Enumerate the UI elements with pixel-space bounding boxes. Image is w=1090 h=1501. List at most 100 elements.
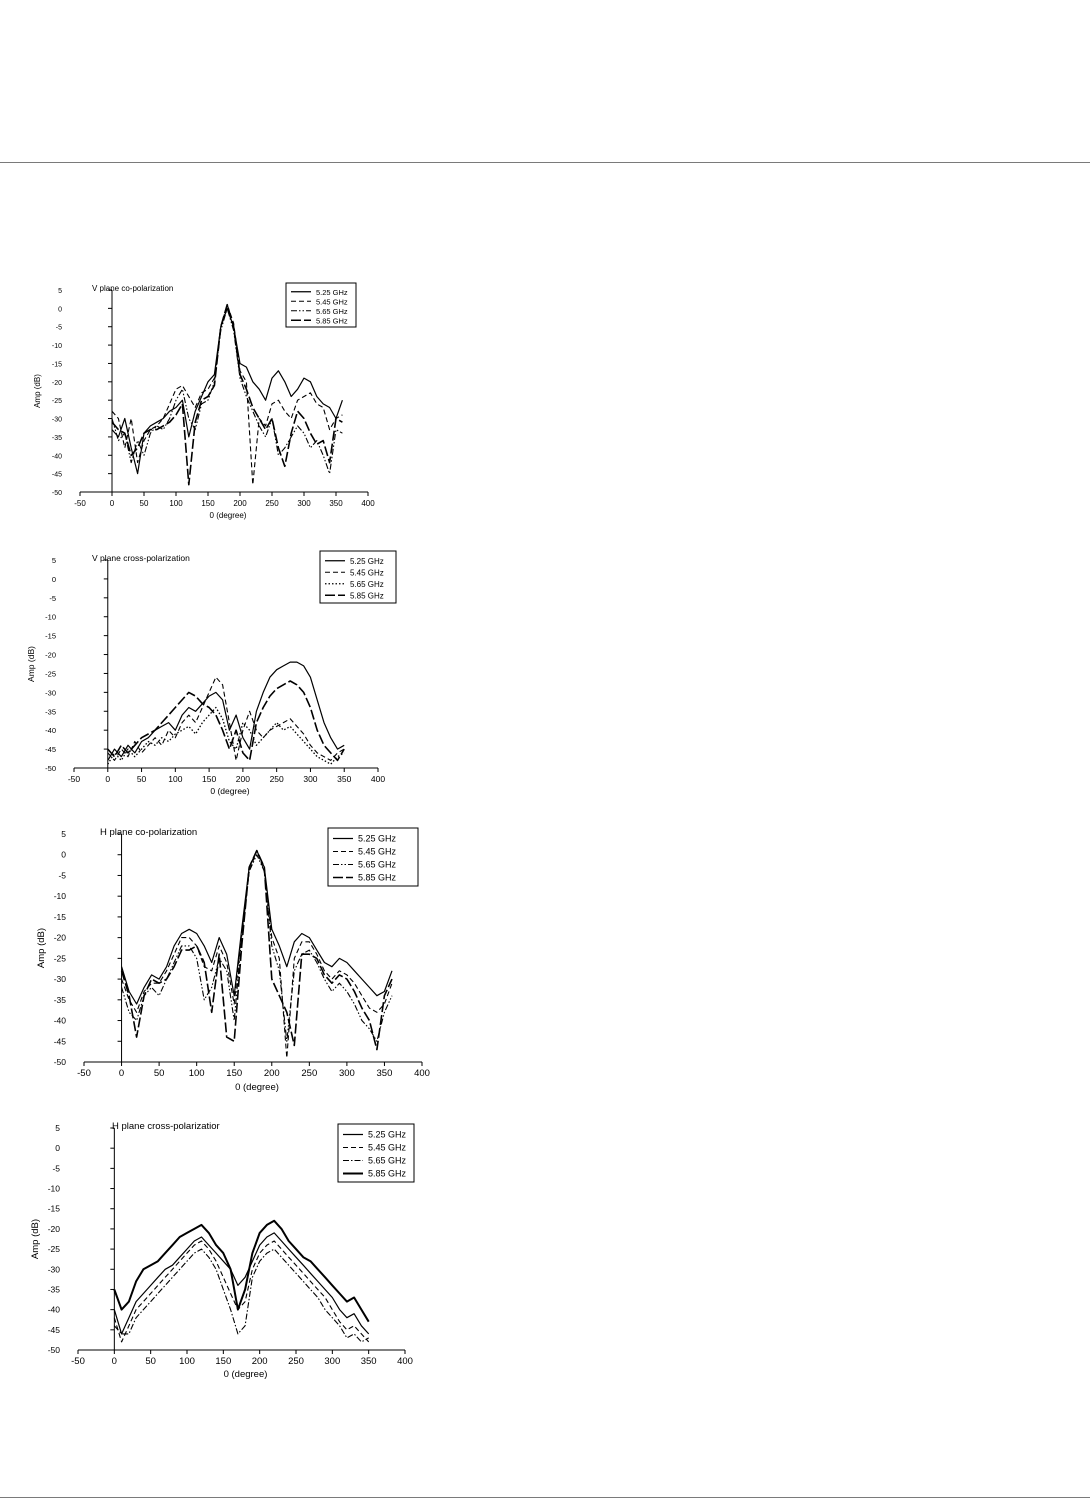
legend-label: 5.65 GHz (316, 307, 348, 316)
y-tick-label: -50 (48, 1345, 61, 1355)
y-tick-label: -35 (48, 1284, 61, 1294)
series-line-565GHz (111, 307, 343, 475)
y-tick-label: -45 (45, 745, 56, 754)
y-tick-label: 0 (58, 306, 62, 313)
y-tick-label: -10 (48, 1184, 61, 1194)
x-axis-label: 0 (degree) (235, 1082, 279, 1093)
x-tick-label: 100 (168, 774, 182, 784)
y-tick-label: -30 (54, 974, 67, 984)
y-tick-label: -25 (45, 669, 56, 678)
y-tick-label: -15 (48, 1204, 61, 1214)
x-tick-label: 200 (236, 774, 250, 784)
legend-label: 5.45 GHz (368, 1143, 407, 1153)
x-tick-label: 400 (371, 774, 385, 784)
y-tick-label: 0 (61, 850, 66, 860)
y-tick-label: -50 (45, 764, 56, 773)
x-tick-label: 50 (140, 499, 149, 508)
x-tick-label: 0 (110, 499, 115, 508)
x-tick-label: 250 (265, 499, 279, 508)
y-tick-label: -50 (54, 1057, 67, 1067)
chart-svg: 50-5-10-15-20-25-30-35-40-45-50-50 0 50 100… (36, 827, 430, 1093)
series-line-585GHz (120, 849, 393, 1051)
chart-svg: 50-5-10-15-20-25-30-35-40-45-50-50 0 50 100… (33, 282, 375, 520)
y-axis-label: Amp (dB) (30, 1219, 41, 1259)
x-tick-label: 0 (105, 774, 110, 784)
x-axis-label: 0 (degree) (210, 511, 247, 520)
y-tick-label: -35 (45, 707, 56, 716)
chart-h-plane-co-pol: 5 0 -5 -10 -15 -20 -25 -30 -35 -40 -45 -50 -50 0 50 100… (10, 820, 450, 1098)
legend-label: 5.65 GHz (350, 580, 384, 589)
legend-label: 5.65 GHz (358, 860, 397, 870)
x-tick-label: 300 (303, 774, 317, 784)
x-tick-label: 300 (339, 1068, 355, 1079)
y-axis-label: Amp (dB) (26, 646, 36, 682)
y-tick-label: -15 (45, 632, 56, 641)
x-tick-label: 50 (145, 1356, 156, 1367)
x-tick-label: 200 (252, 1356, 268, 1367)
x-tick-label: 350 (337, 774, 351, 784)
series-line-545GHz (111, 304, 343, 486)
legend-label: 5.25 GHz (316, 288, 348, 297)
y-tick-label: -5 (56, 325, 62, 332)
x-tick-label: -50 (77, 1068, 91, 1079)
chart-v-plane-cross-pol: 5 0 -5 -10 -15 -20 -25 -30 -35 -40 -45 -50 -50 0 50 100… (10, 546, 410, 804)
x-tick-label: 400 (361, 499, 375, 508)
x-tick-label: 150 (201, 499, 215, 508)
x-tick-label: 400 (397, 1356, 413, 1367)
y-tick-label: -45 (54, 1036, 67, 1046)
y-tick-label: 0 (55, 1143, 60, 1153)
y-tick-label: 5 (52, 556, 56, 565)
y-tick-label: -40 (54, 1016, 67, 1026)
legend-label: 5.45 GHz (358, 847, 397, 857)
series-line-525GHz (111, 307, 343, 475)
y-tick-label: -20 (52, 380, 62, 387)
x-tick-label: 250 (301, 1068, 317, 1079)
y-tick-label: -35 (52, 435, 62, 442)
legend-label: 5.45 GHz (350, 568, 384, 577)
y-tick-label: -20 (54, 933, 67, 943)
header-rule (0, 162, 1090, 163)
x-tick-label: 300 (297, 499, 311, 508)
series-line-585GHz (113, 1219, 370, 1323)
legend-label: 5.25 GHz (358, 834, 397, 844)
chart-svg: 50-5-10-15-20-25-30-35-40-45-50-50 0 50 100… (26, 550, 397, 796)
x-tick-label: 350 (329, 499, 343, 508)
x-tick-label: 300 (324, 1356, 340, 1367)
series-line-565GHz (121, 854, 393, 1042)
x-tick-label: -50 (71, 1356, 85, 1367)
x-tick-label: 350 (377, 1068, 393, 1079)
legend-label: 5.85 GHz (368, 1169, 407, 1179)
x-tick-label: -50 (74, 499, 86, 508)
y-tick-label: -40 (48, 1305, 61, 1315)
y-tick-label: -10 (45, 613, 56, 622)
legend-label: 5.25 GHz (350, 557, 384, 566)
series-line-525GHz (107, 661, 345, 761)
y-tick-label: -30 (48, 1264, 61, 1274)
series-line-565GHz (113, 1248, 369, 1343)
x-tick-label: 50 (154, 1068, 165, 1079)
x-axis-label: 0 (degree) (224, 1369, 268, 1380)
y-tick-label: -20 (45, 651, 56, 660)
x-tick-label: 400 (414, 1068, 430, 1079)
y-tick-label: 5 (61, 829, 66, 839)
chart-v-plane-co-pol: 5 0 -5 -10 -15 -20 -25 -30 -35 -40 -45 -50 -50 0 50 100… (10, 272, 390, 522)
series-line-545GHz (113, 1240, 370, 1343)
x-tick-label: 150 (215, 1356, 231, 1367)
y-tick-label: -50 (52, 490, 62, 497)
legend-label: 5.85 GHz (350, 591, 384, 600)
legend-label: 5.85 GHz (358, 873, 397, 883)
y-axis-label: Amp (dB) (33, 374, 42, 408)
legend-label: 5.25 GHz (368, 1130, 407, 1140)
x-axis-label: 0 (degree) (210, 786, 249, 796)
y-tick-label: -40 (45, 726, 56, 735)
x-tick-label: 200 (264, 1068, 280, 1079)
y-tick-label: -25 (54, 953, 67, 963)
chart-title: H plane cross-polarizatior (112, 1121, 220, 1132)
series-line-585GHz (107, 680, 345, 762)
y-tick-label: -15 (54, 912, 67, 922)
y-tick-label: -30 (45, 688, 56, 697)
y-tick-label: -10 (52, 343, 62, 350)
x-tick-label: 0 (112, 1356, 117, 1367)
x-tick-label: 100 (179, 1356, 195, 1367)
x-tick-label: 50 (137, 774, 147, 784)
